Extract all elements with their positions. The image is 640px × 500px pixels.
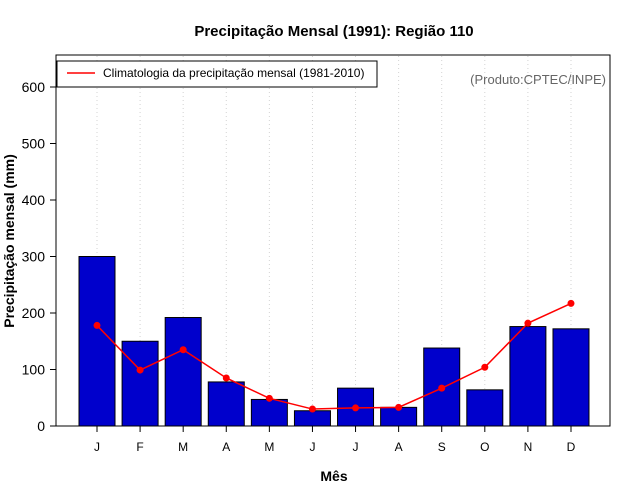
bar-9 — [466, 389, 504, 427]
climatology-point-0 — [93, 321, 101, 329]
climatology-point-6 — [352, 404, 360, 412]
climatology-point-7 — [395, 403, 403, 411]
climatology-point-8 — [438, 384, 446, 392]
xtick-label-4: M — [264, 440, 274, 454]
plot-frame — [55, 54, 611, 427]
legend-label: Climatologia da precipitação mensal (198… — [103, 66, 364, 80]
ytick-label-5: 500 — [22, 136, 46, 152]
xtick-label-0: J — [94, 440, 100, 454]
climatology-point-10 — [524, 319, 532, 327]
y-axis-label: Precipitação mensal (mm) — [1, 154, 17, 328]
bar-4 — [250, 398, 288, 427]
climatology-point-2 — [179, 346, 187, 354]
climatology-point-3 — [222, 374, 230, 382]
climatology-line-layer — [93, 299, 575, 413]
xtick-label-10: N — [524, 440, 533, 454]
climatology-point-9 — [481, 363, 489, 371]
legend-box — [56, 60, 378, 88]
ytick-label-0: 0 — [37, 418, 45, 434]
ytick-label-4: 400 — [22, 192, 46, 208]
chart-title: Precipitação Mensal (1991): Região 110 — [194, 23, 473, 40]
xtick-label-8: S — [438, 440, 446, 454]
credit-annotation: (Produto:CPTEC/INPE) — [470, 72, 606, 87]
bar-10 — [509, 326, 547, 427]
ytick-label-1: 100 — [22, 362, 46, 378]
climatology-point-11 — [567, 299, 575, 307]
xtick-label-5: J — [309, 440, 315, 454]
bar-3 — [207, 381, 245, 427]
bar-2 — [164, 317, 202, 427]
climatology-line — [96, 302, 572, 410]
bar-0 — [78, 256, 116, 427]
climatology-point-1 — [136, 366, 144, 374]
ytick-label-2: 200 — [22, 305, 46, 321]
xtick-label-3: A — [222, 440, 230, 454]
xtick-label-11: D — [567, 440, 576, 454]
xtick-label-6: J — [353, 440, 359, 454]
bar-5 — [293, 410, 331, 427]
legend: Climatologia da precipitação mensal (198… — [56, 60, 378, 88]
xtick-label-2: M — [178, 440, 188, 454]
ytick-label-3: 300 — [22, 249, 46, 265]
climatology-point-4 — [265, 394, 273, 402]
x-axis-label: Mês — [320, 468, 347, 484]
bar-1 — [121, 340, 159, 427]
climatology-point-5 — [308, 405, 316, 413]
xtick-label-9: O — [480, 440, 489, 454]
y-axis: 0 100 200 300 400 500 600 — [22, 79, 56, 434]
bars-layer — [78, 256, 590, 427]
grid-layer — [96, 56, 572, 425]
xtick-label-7: A — [395, 440, 403, 454]
xtick-label-1: F — [136, 440, 143, 454]
ytick-label-6: 600 — [22, 79, 46, 95]
bar-11 — [552, 328, 590, 427]
